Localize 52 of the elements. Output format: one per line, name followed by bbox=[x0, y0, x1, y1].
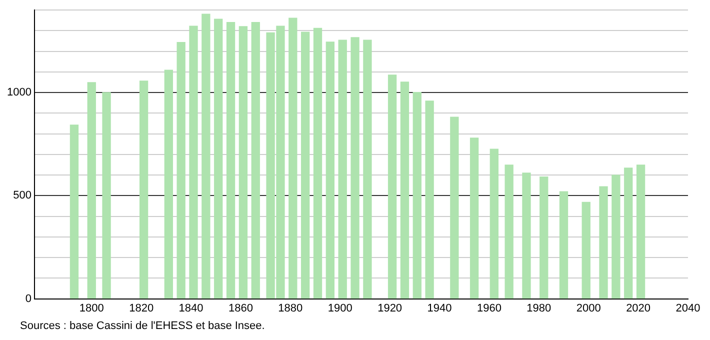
bar bbox=[412, 92, 422, 299]
bar bbox=[238, 26, 248, 299]
bar bbox=[326, 42, 335, 299]
bar bbox=[450, 116, 459, 299]
bar bbox=[189, 26, 198, 299]
y-tick-label: 500 bbox=[13, 190, 32, 202]
x-tick-label: 2000 bbox=[576, 302, 601, 314]
bar bbox=[504, 164, 514, 299]
bar bbox=[214, 18, 223, 299]
bar bbox=[624, 168, 633, 299]
bar bbox=[425, 100, 434, 299]
bar bbox=[338, 40, 347, 299]
bar bbox=[350, 37, 360, 299]
y-tick-label: 0 bbox=[25, 292, 32, 305]
bar bbox=[636, 164, 646, 299]
x-tick-label: 1940 bbox=[427, 302, 452, 314]
x-tick-label: 2020 bbox=[626, 302, 651, 314]
x-tick-label: 1900 bbox=[328, 302, 352, 314]
source-note: Sources : base Cassini de l'EHESS et base Insee. bbox=[20, 320, 265, 332]
bar bbox=[612, 174, 620, 299]
x-tick-label: 2040 bbox=[676, 302, 700, 314]
x-tick-label: 1820 bbox=[129, 302, 154, 314]
bar bbox=[176, 42, 186, 299]
bar bbox=[522, 172, 531, 299]
bar bbox=[87, 82, 96, 299]
bar bbox=[388, 74, 397, 299]
x-tick-label: 1860 bbox=[228, 302, 253, 314]
x-tick-label: 1920 bbox=[378, 302, 402, 314]
bar bbox=[540, 176, 548, 299]
x-tick-label: 1960 bbox=[476, 302, 502, 314]
bar bbox=[559, 191, 568, 299]
bar bbox=[582, 202, 590, 299]
bar bbox=[70, 124, 79, 299]
bar bbox=[288, 18, 298, 299]
bar bbox=[251, 22, 260, 299]
bar bbox=[300, 32, 310, 299]
x-tick-label: 1840 bbox=[178, 302, 204, 314]
bar bbox=[226, 22, 236, 299]
x-tick-label: 1800 bbox=[79, 302, 104, 314]
bar bbox=[202, 14, 210, 299]
bar bbox=[490, 148, 499, 299]
y-tick-label: 1000 bbox=[6, 86, 32, 99]
x-tick-label: 1980 bbox=[526, 302, 552, 314]
bar bbox=[599, 186, 608, 299]
bar bbox=[102, 92, 111, 299]
bar bbox=[363, 40, 372, 299]
bar bbox=[313, 28, 322, 299]
x-tick-label: 1880 bbox=[278, 302, 303, 314]
bar bbox=[164, 70, 173, 299]
bar bbox=[470, 138, 479, 299]
bar bbox=[139, 80, 148, 299]
bar bbox=[400, 82, 410, 299]
